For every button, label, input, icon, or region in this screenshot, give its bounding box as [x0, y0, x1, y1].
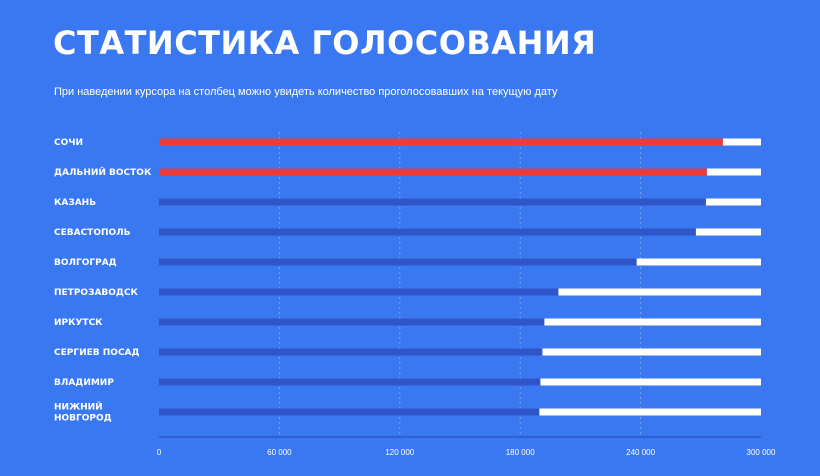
category-label: СЕВАСТОПОЛЬ — [54, 228, 131, 238]
category-label: ДАЛЬНИЙ ВОСТОК — [54, 166, 152, 178]
bar-remainder — [705, 198, 761, 206]
page-title: СТАТИСТИКА ГОЛОСОВАНИЯ — [53, 24, 597, 62]
bar-value[interactable] — [159, 288, 559, 296]
category-label: ИРКУТСК — [54, 318, 103, 328]
bar-value[interactable] — [159, 258, 637, 266]
category-labels: СОЧИ ДАЛЬНИЙ ВОСТОК КАЗАНЬ СЕВАСТОПОЛЬ ВОЛГО… — [54, 138, 152, 424]
bar-value[interactable] — [159, 228, 696, 236]
bar-value[interactable] — [159, 138, 723, 146]
bar-value[interactable] — [159, 168, 707, 176]
bar-remainder — [544, 318, 761, 326]
category-label: СЕРГИЕВ ПОСАД — [54, 348, 140, 358]
x-axis: 0 60 000 120 000 180 000 240 000 300 000 — [157, 436, 776, 457]
bar-remainder — [540, 378, 761, 386]
bar-value[interactable] — [159, 408, 540, 416]
bar-remainder — [695, 228, 761, 236]
bar-remainder — [706, 168, 761, 176]
bar-value[interactable] — [159, 348, 543, 356]
bar-value[interactable] — [159, 198, 706, 206]
x-tick-label: 180 000 — [506, 448, 535, 457]
bar-remainder — [722, 138, 761, 146]
bar-value[interactable] — [159, 318, 545, 326]
category-label: ПЕТРОЗАВОДСК — [54, 288, 139, 298]
category-label: СОЧИ — [54, 138, 83, 148]
category-label: ВЛАДИМИР — [54, 378, 114, 388]
bar-remainder — [636, 258, 761, 266]
x-tick-label: 120 000 — [385, 448, 414, 457]
x-tick-label: 240 000 — [626, 448, 655, 457]
category-label: НИЖНИЙ НОВГОРОД — [54, 401, 112, 424]
x-tick-label: 60 000 — [267, 448, 292, 457]
page-subtitle: При наведении курсора на столбец можно у… — [54, 86, 558, 98]
bar-remainder — [542, 348, 761, 356]
grid-layer — [278, 132, 642, 434]
x-tick-label: 0 — [157, 448, 162, 457]
bar-remainder — [558, 288, 761, 296]
bars-layer — [159, 138, 761, 416]
category-label: КАЗАНЬ — [54, 198, 96, 208]
bar-value[interactable] — [159, 378, 541, 386]
bar-remainder — [539, 408, 761, 416]
x-tick-label: 300 000 — [747, 448, 776, 457]
category-label: ВОЛГОГРАД — [54, 258, 117, 268]
